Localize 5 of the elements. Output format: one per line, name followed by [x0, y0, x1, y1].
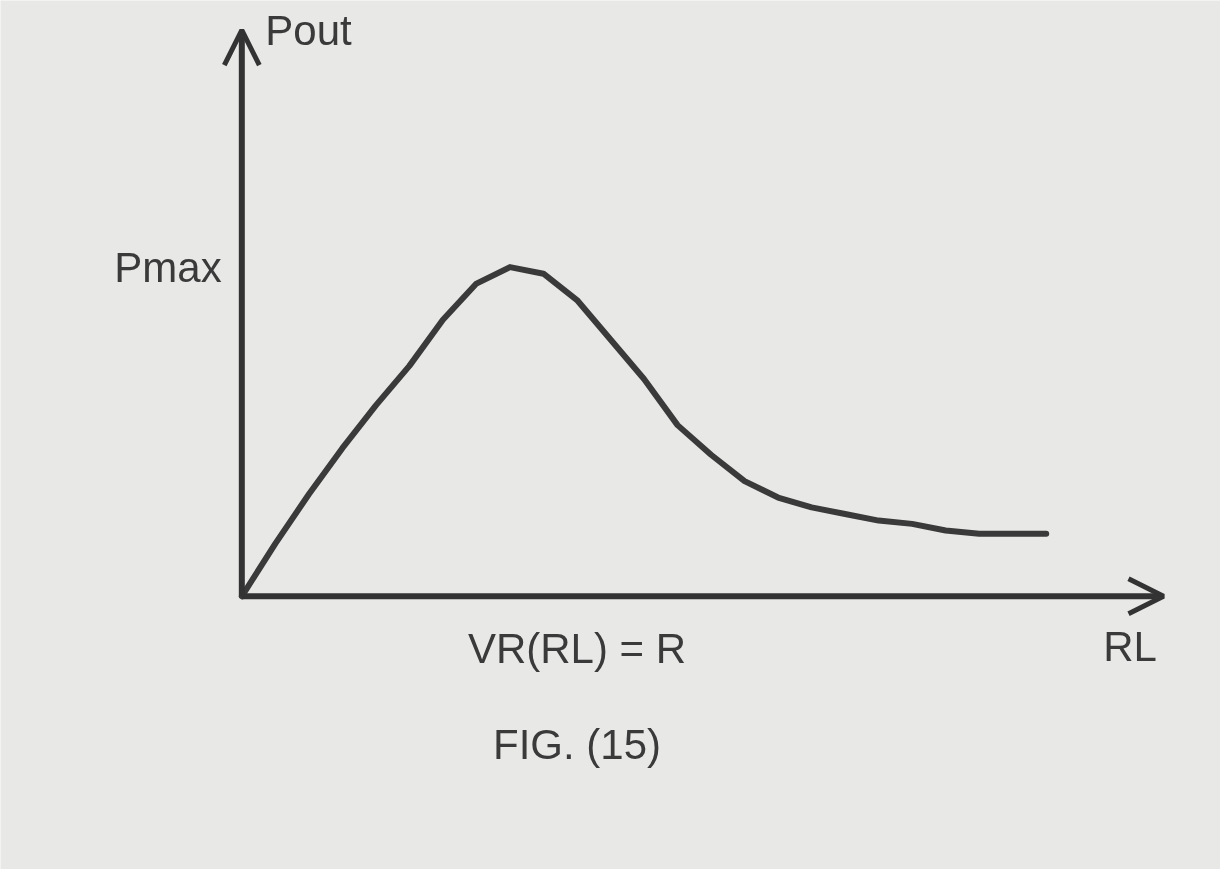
x-axis-title: RL [1103, 622, 1157, 670]
text: VR(RL) = R [467, 625, 687, 673]
text: Pmax [114, 243, 222, 291]
text: FIG. (15) [492, 720, 661, 768]
text: Pout [265, 6, 353, 54]
